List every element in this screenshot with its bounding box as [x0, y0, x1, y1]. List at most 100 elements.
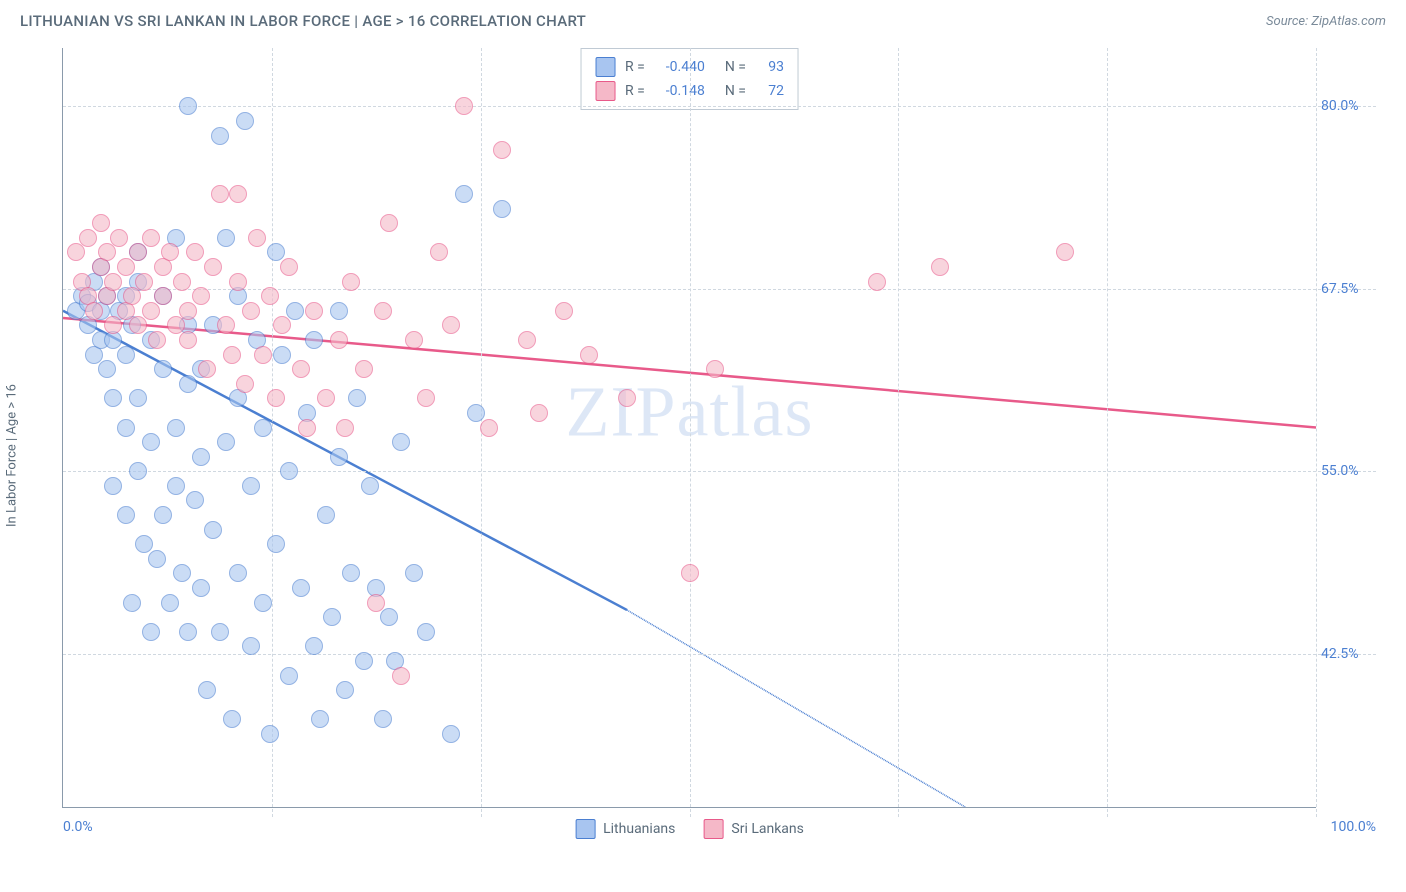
data-point — [405, 331, 423, 349]
data-point — [179, 375, 197, 393]
data-point — [380, 214, 398, 232]
chart-container: In Labor Force | Age > 16 ZIPatlas R =-0… — [20, 38, 1386, 858]
data-point — [392, 433, 410, 451]
legend-swatch — [703, 819, 723, 839]
data-point — [380, 608, 398, 626]
data-point — [1056, 243, 1074, 261]
data-point — [229, 273, 247, 291]
data-point — [104, 316, 122, 334]
data-point — [192, 287, 210, 305]
x-tick-label-min: 0.0% — [63, 819, 93, 835]
watermark-bold: ZIP — [566, 372, 677, 452]
data-point — [267, 535, 285, 553]
data-point — [211, 185, 229, 203]
r-label: R = — [625, 59, 645, 75]
data-point — [305, 331, 323, 349]
data-point — [229, 564, 247, 582]
data-point — [217, 433, 235, 451]
data-point — [342, 273, 360, 291]
r-label: R = — [625, 83, 645, 99]
gridline-vertical — [1316, 48, 1317, 817]
data-point — [417, 389, 435, 407]
data-point — [211, 127, 229, 145]
data-point — [348, 389, 366, 407]
data-point — [706, 360, 724, 378]
data-point — [455, 97, 473, 115]
data-point — [493, 141, 511, 159]
data-point — [229, 185, 247, 203]
data-point — [142, 229, 160, 247]
legend-label: Lithuanians — [603, 821, 675, 837]
data-point — [323, 608, 341, 626]
data-point — [217, 316, 235, 334]
data-point — [261, 725, 279, 743]
data-point — [254, 419, 272, 437]
data-point — [117, 258, 135, 276]
series-legend: LithuaniansSri Lankans — [575, 819, 804, 839]
data-point — [135, 273, 153, 291]
data-point — [117, 346, 135, 364]
data-point — [129, 316, 147, 334]
data-point — [355, 652, 373, 670]
data-point — [92, 214, 110, 232]
data-point — [681, 564, 699, 582]
data-point — [167, 419, 185, 437]
data-point — [223, 346, 241, 364]
data-point — [417, 623, 435, 641]
data-point — [79, 229, 97, 247]
data-point — [298, 419, 316, 437]
data-point — [117, 506, 135, 524]
data-point — [161, 243, 179, 261]
data-point — [204, 258, 222, 276]
data-point — [280, 462, 298, 480]
data-point — [442, 316, 460, 334]
data-point — [142, 302, 160, 320]
data-point — [142, 623, 160, 641]
data-point — [480, 419, 498, 437]
data-point — [580, 346, 598, 364]
data-point — [148, 550, 166, 568]
data-point — [173, 564, 191, 582]
data-point — [123, 287, 141, 305]
gridline-vertical — [690, 48, 691, 817]
data-point — [198, 681, 216, 699]
data-point — [186, 243, 204, 261]
legend-swatch — [595, 81, 615, 101]
n-label: N = — [725, 59, 746, 75]
y-tick-label: 67.5% — [1321, 281, 1376, 297]
data-point — [242, 637, 260, 655]
data-point — [280, 258, 298, 276]
data-point — [204, 521, 222, 539]
data-point — [179, 302, 197, 320]
data-point — [211, 623, 229, 641]
data-point — [98, 243, 116, 261]
data-point — [167, 477, 185, 495]
data-point — [242, 477, 260, 495]
gridline-vertical — [898, 48, 899, 817]
data-point — [186, 491, 204, 509]
y-tick-label: 55.0% — [1321, 463, 1376, 479]
data-point — [342, 564, 360, 582]
watermark-light: atlas — [677, 372, 814, 452]
y-axis-label: In Labor Force | Age > 16 — [5, 384, 20, 527]
data-point — [236, 112, 254, 130]
gridline-vertical — [1107, 48, 1108, 817]
data-point — [129, 462, 147, 480]
data-point — [104, 477, 122, 495]
data-point — [148, 331, 166, 349]
plot-area: ZIPatlas R =-0.440N =93R =-0.148N =72 Li… — [62, 48, 1316, 808]
data-point — [98, 360, 116, 378]
source-attribution: Source: ZipAtlas.com — [1266, 14, 1386, 29]
data-point — [179, 331, 197, 349]
data-point — [868, 273, 886, 291]
data-point — [317, 506, 335, 524]
data-point — [179, 623, 197, 641]
y-tick-label: 42.5% — [1321, 646, 1376, 662]
data-point — [330, 331, 348, 349]
data-point — [405, 564, 423, 582]
data-point — [286, 302, 304, 320]
n-value: 72 — [756, 83, 784, 99]
data-point — [330, 448, 348, 466]
data-point — [198, 360, 216, 378]
data-point — [129, 389, 147, 407]
